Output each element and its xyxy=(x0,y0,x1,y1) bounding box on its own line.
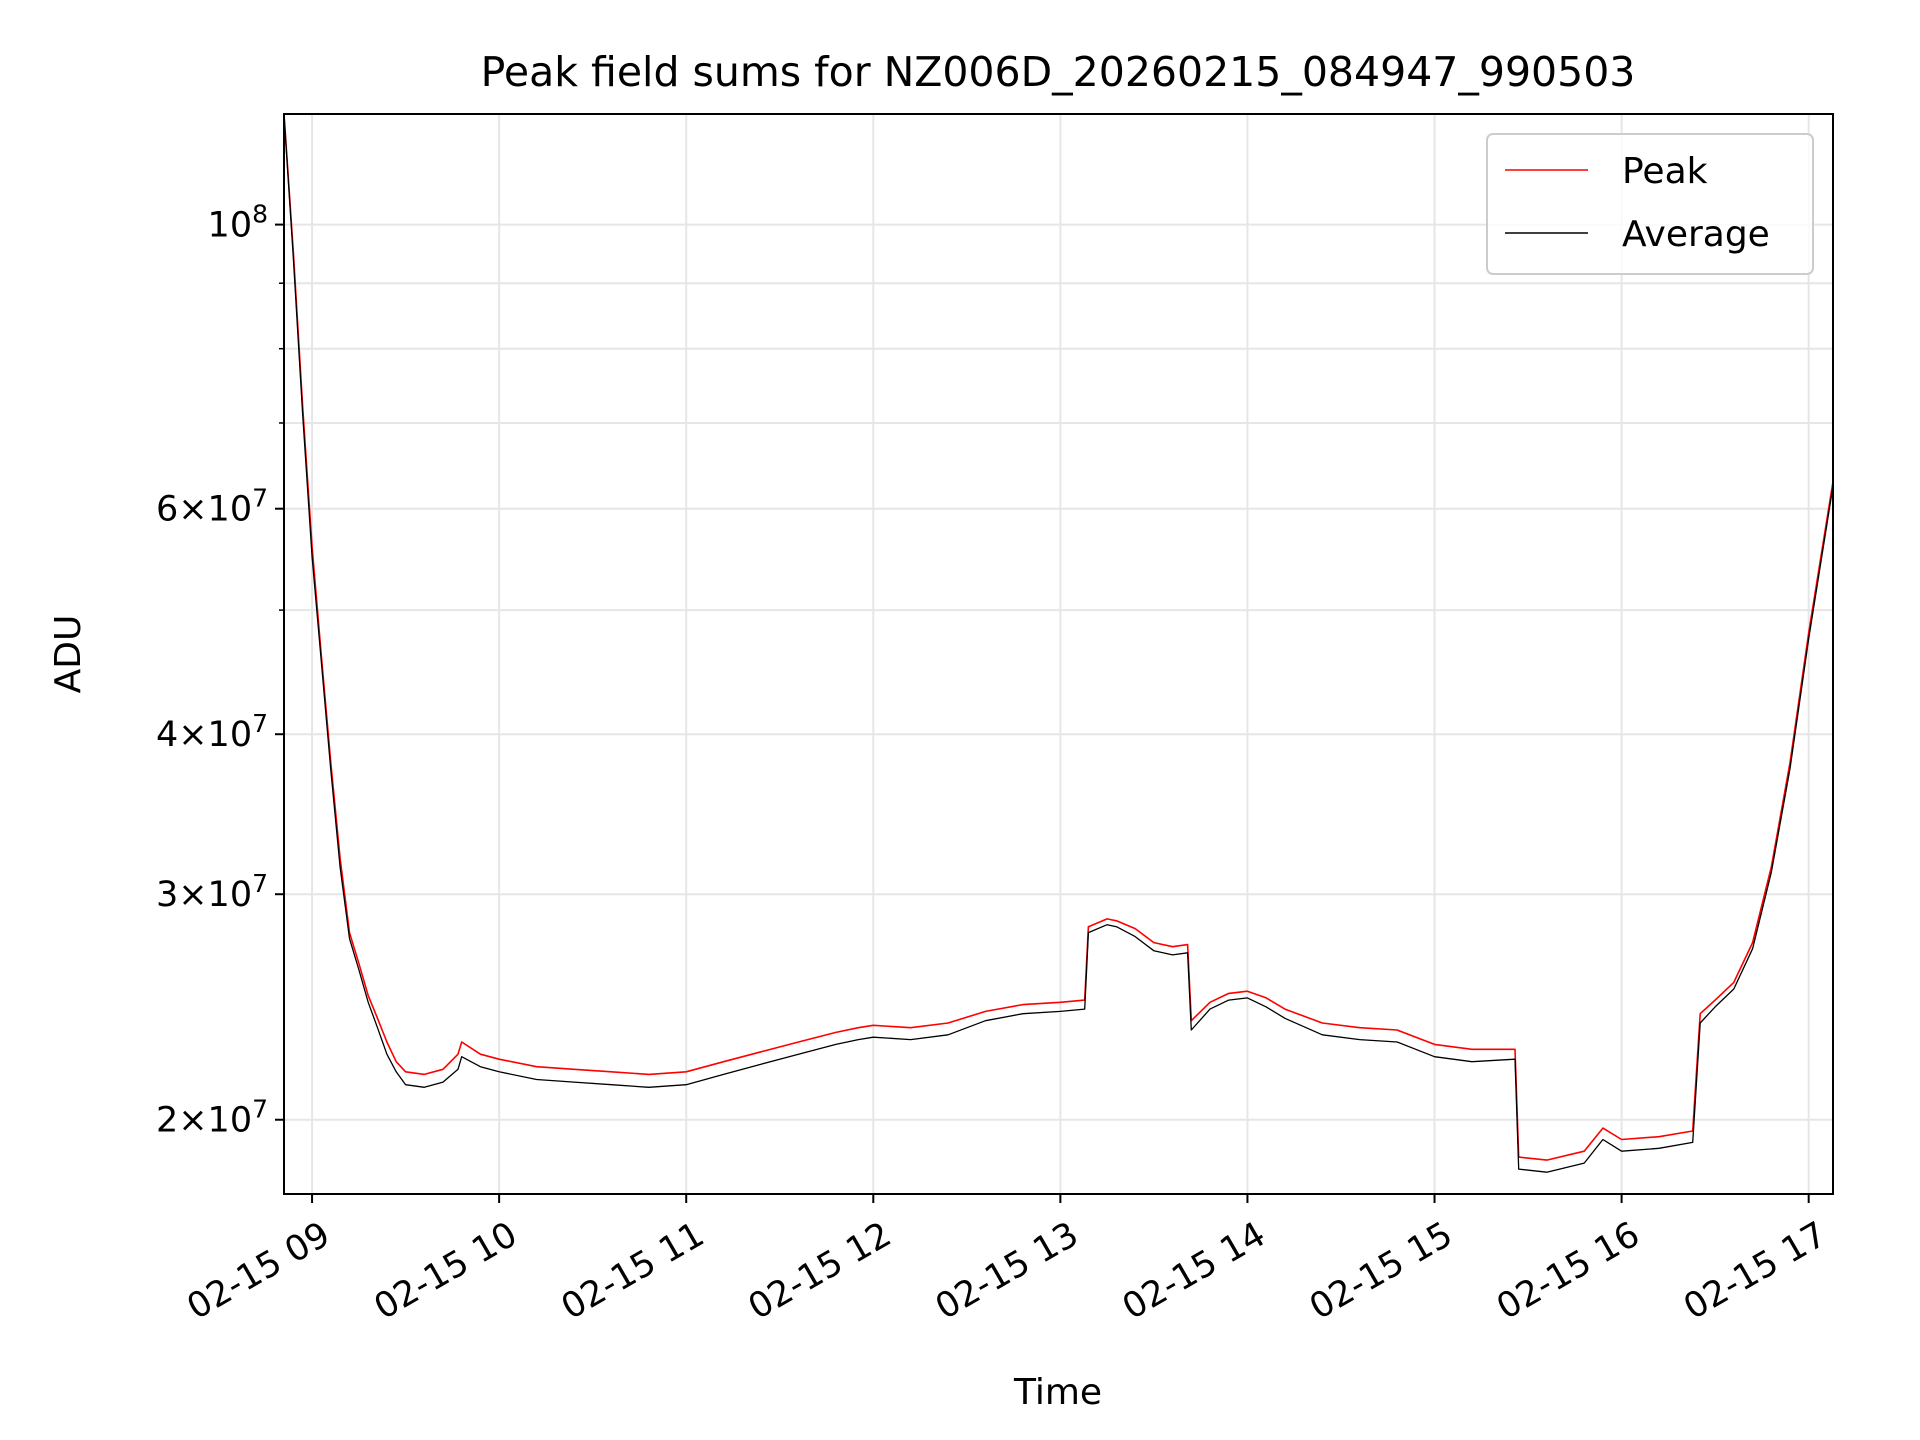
series-lines xyxy=(283,113,1834,1173)
y-tick-label: 6×107 xyxy=(156,484,268,530)
y-tick-label: 3×107 xyxy=(156,869,268,915)
y-tick-label: 4×107 xyxy=(156,709,268,755)
legend: Peak Average xyxy=(1486,133,1814,275)
chart-title: Peak field sums for NZ006D_20260215_0849… xyxy=(481,48,1636,96)
y-tick-label: 108 xyxy=(208,200,268,246)
y-tick-label: 2×107 xyxy=(156,1095,268,1141)
plot-frame xyxy=(283,113,1834,1195)
grid-lines xyxy=(284,114,1833,1194)
legend-frame xyxy=(1486,133,1814,275)
legend-peak-label: Peak xyxy=(1622,151,1708,192)
series-line-peak xyxy=(283,113,1834,1161)
y-axis-label: ADU xyxy=(48,615,89,694)
series-line-average xyxy=(283,113,1834,1173)
legend-average-label: Average xyxy=(1622,214,1770,255)
x-axis-label: Time xyxy=(1013,1372,1102,1413)
